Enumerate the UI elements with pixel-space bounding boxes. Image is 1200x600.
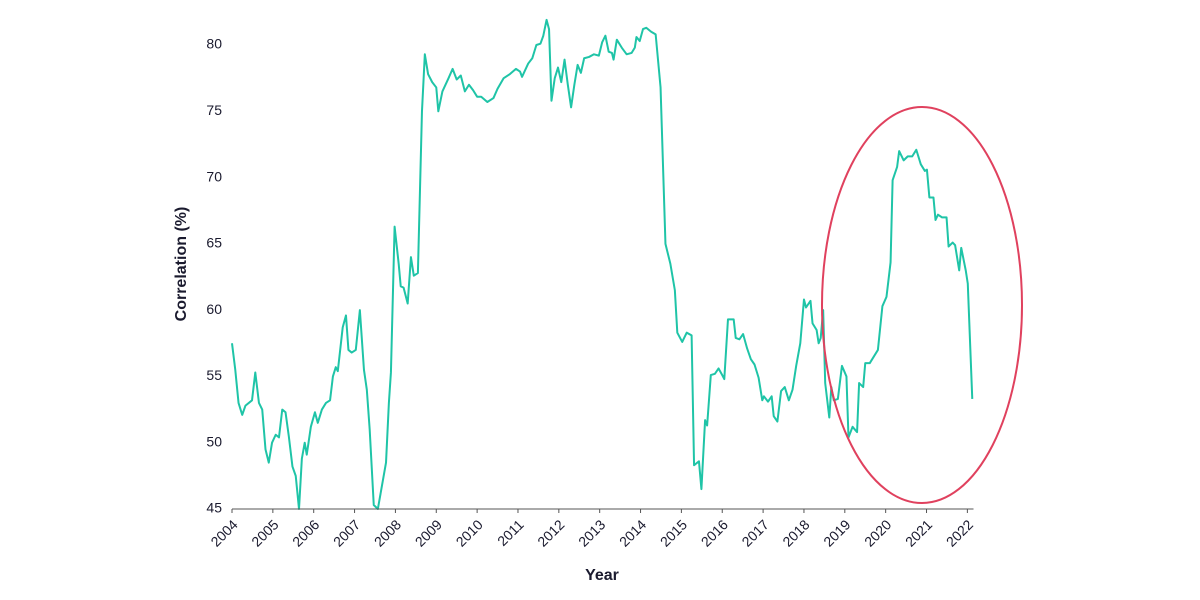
x-tick-label: 2005 bbox=[248, 516, 281, 549]
x-tick-label: 2010 bbox=[453, 516, 486, 549]
x-axis-title: Year bbox=[585, 567, 619, 584]
x-tick-label: 2004 bbox=[207, 516, 240, 549]
x-tick-label: 2021 bbox=[902, 516, 935, 549]
y-tick-label: 65 bbox=[206, 235, 222, 251]
y-tick-label: 75 bbox=[206, 102, 222, 118]
y-tick-label: 80 bbox=[206, 36, 222, 52]
x-tick-label: 2011 bbox=[494, 516, 527, 549]
highlight-ellipse bbox=[821, 106, 1023, 504]
x-tick-label: 2016 bbox=[698, 516, 731, 549]
y-axis-title: Correlation (%) bbox=[173, 207, 190, 322]
x-tick-label: 2015 bbox=[657, 516, 690, 549]
x-tick-label: 2006 bbox=[289, 516, 322, 549]
x-tick-label: 2014 bbox=[616, 516, 649, 549]
x-tick-label: 2013 bbox=[575, 516, 608, 549]
x-tick-label: 2008 bbox=[371, 516, 404, 549]
x-tick-label: 2017 bbox=[738, 516, 771, 549]
y-tick-label: 60 bbox=[206, 301, 222, 317]
x-tick-label: 2022 bbox=[943, 516, 976, 549]
y-tick-label: 50 bbox=[206, 433, 222, 449]
x-tick-label: 2012 bbox=[534, 516, 567, 549]
y-tick-label: 55 bbox=[206, 367, 222, 383]
y-tick-label: 45 bbox=[206, 500, 222, 516]
x-tick-label: 2019 bbox=[820, 516, 853, 549]
x-tick-label: 2009 bbox=[412, 516, 445, 549]
x-tick-label: 2007 bbox=[330, 516, 363, 549]
data-line bbox=[231, 18, 974, 510]
y-tick-label: 70 bbox=[206, 168, 222, 184]
x-tick-label: 2018 bbox=[779, 516, 812, 549]
x-tick-label: 2020 bbox=[861, 516, 894, 549]
